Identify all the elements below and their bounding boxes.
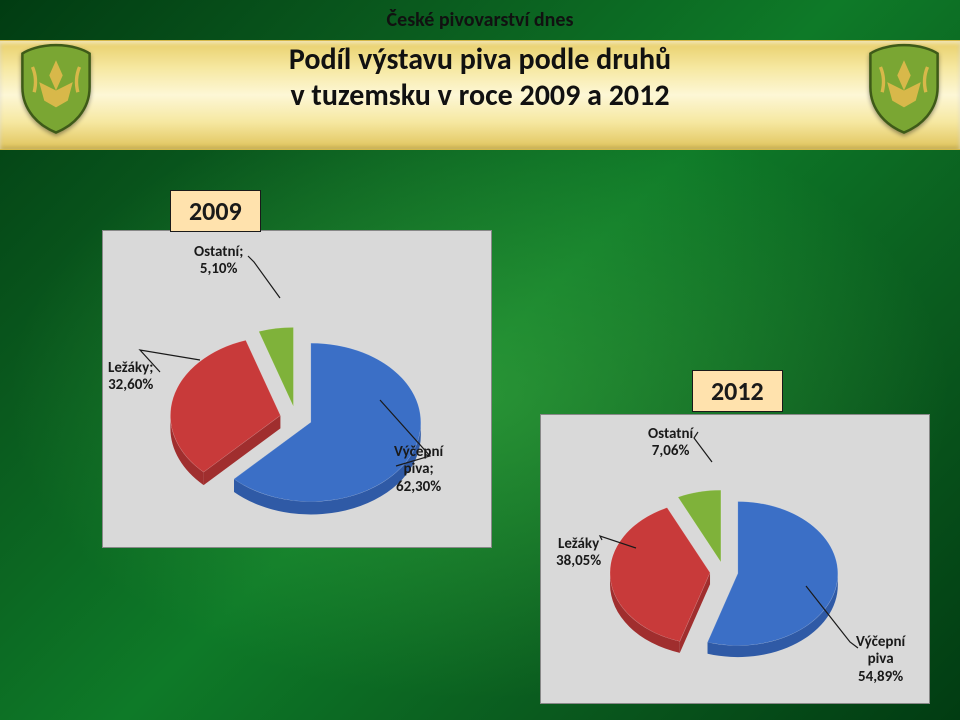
pie-slice-label-vycepni: Výčepní piva; 62,30% (394, 444, 443, 496)
pie-slice-label-lezaky: Ležáky; 32,60% (108, 360, 153, 395)
pie-slice-label-lezaky: Ležáky 38,05% (556, 536, 601, 571)
pie-slice-label-ostatni: Ostatní 7,06% (648, 426, 693, 461)
pie-slice-label-vycepni: Výčepní piva 54,89% (856, 634, 905, 686)
slide: České pivovarství dnes Podíl výstavu piv… (0, 0, 960, 720)
pie-slice-label-ostatni: Ostatní; 5,10% (194, 244, 243, 279)
